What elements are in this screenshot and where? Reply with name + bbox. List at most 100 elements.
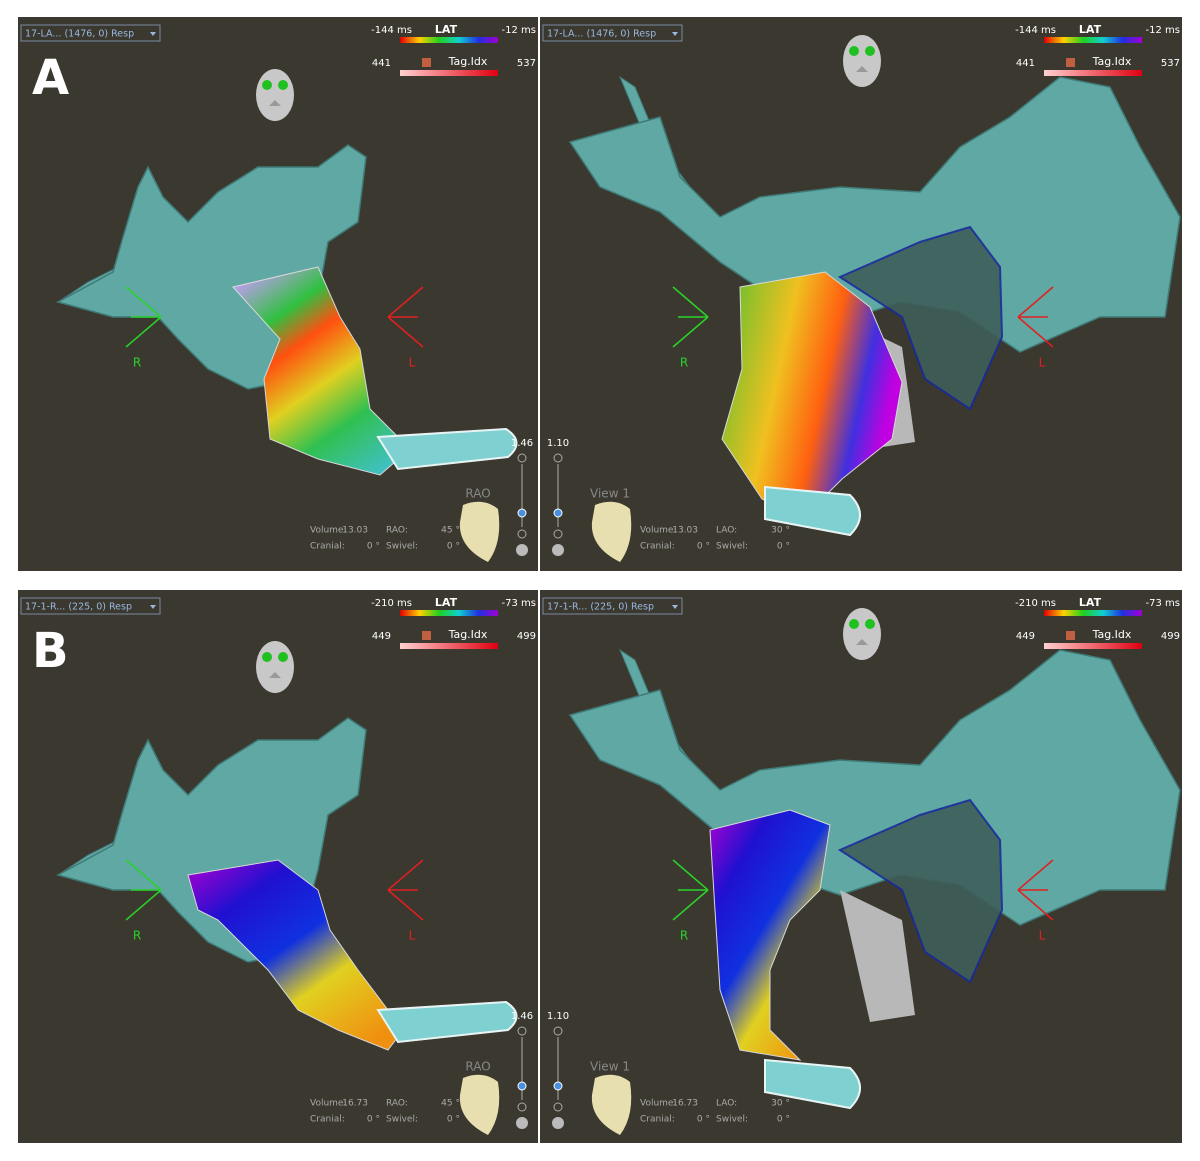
map-dropdown-text[interactable]: 17-LA... (1476, 0) Resp [25, 29, 134, 40]
cranial-value: 0 ° [367, 542, 380, 552]
lat-title: LAT [435, 23, 458, 36]
zoom-handle[interactable] [517, 508, 527, 518]
angle-label: RAO: [386, 1099, 408, 1109]
tag-max: 537 [517, 58, 536, 69]
tag-max: 499 [1161, 631, 1180, 642]
tag-min: 449 [1016, 631, 1035, 642]
view-label: View 1 [590, 1060, 630, 1074]
orientation-face [256, 69, 294, 121]
map-dropdown-text[interactable]: 17-LA... (1476, 0) Resp [547, 29, 656, 40]
view-menu[interactable] [516, 544, 528, 556]
angle-value: 45 ° [441, 1099, 460, 1109]
face-nose [269, 100, 281, 106]
dropdown-caret[interactable] [150, 605, 156, 609]
activation-map [187, 859, 404, 1051]
lat-min: -210 ms [371, 598, 412, 609]
zoom-in[interactable] [553, 1026, 563, 1036]
dropdown-caret[interactable] [672, 32, 678, 36]
volume-label: Volume: [310, 526, 347, 536]
zoom-value: 1.10 [547, 1011, 569, 1022]
angle-value: 45 ° [441, 526, 460, 536]
lat-title: LAT [435, 596, 458, 609]
heart-icon [591, 501, 632, 562]
catheter-tube [764, 1058, 861, 1110]
right-arrow [672, 889, 709, 921]
face-eye [262, 80, 272, 90]
zoom-out[interactable] [517, 1102, 527, 1112]
view-menu[interactable] [552, 1117, 564, 1129]
gray-region [840, 890, 915, 1022]
tag-title: Tag.Idx [448, 628, 488, 641]
tag-min: 449 [372, 631, 391, 642]
catheter-tube [376, 1000, 518, 1044]
view-menu[interactable] [516, 1117, 528, 1129]
view-panel: R L 17-LA... (1476, 0) Resp -144 ms LAT -12 m… [540, 17, 1182, 571]
left-label: L [409, 929, 416, 943]
zoom-in[interactable] [553, 453, 563, 463]
face-eye [865, 46, 875, 56]
zoom-handle[interactable] [553, 1081, 563, 1091]
volume-label: Volume: [310, 1099, 347, 1109]
tag-title: Tag.Idx [1092, 628, 1132, 641]
catheter-tube [764, 485, 861, 537]
zoom-out[interactable] [553, 529, 563, 539]
dropdown-caret[interactable] [150, 32, 156, 36]
swivel-label: Swivel: [716, 1115, 748, 1125]
face-eye [849, 619, 859, 629]
zoom-out[interactable] [553, 1102, 563, 1112]
catheter-tube [376, 427, 518, 471]
cranial-label: Cranial: [310, 542, 345, 552]
dropdown-caret[interactable] [672, 605, 678, 609]
view-panel: R L 17-LA... (1476, 0) Resp -144 ms LAT -12 m… [18, 17, 538, 571]
left-label: L [1039, 356, 1046, 370]
angle-value: 30 ° [771, 526, 790, 536]
view-menu[interactable] [552, 544, 564, 556]
swivel-value: 0 ° [777, 542, 790, 552]
zoom-handle[interactable] [553, 508, 563, 518]
heart-icon [591, 1074, 632, 1135]
view-label: View 1 [590, 487, 630, 501]
left-arrow [1017, 889, 1054, 921]
lat-min: -210 ms [1015, 598, 1056, 609]
map-dropdown[interactable] [20, 597, 161, 615]
zoom-in[interactable] [517, 1026, 527, 1036]
left-arrow [1017, 859, 1054, 891]
swivel-label: Swivel: [716, 542, 748, 552]
lat-title: LAT [1079, 596, 1102, 609]
face-eye [849, 46, 859, 56]
map-dropdown-text[interactable]: 17-1-R... (225, 0) Resp [547, 602, 654, 613]
cranial-label: Cranial: [310, 1115, 345, 1125]
swivel-label: Swivel: [386, 1115, 418, 1125]
tag-title: Tag.Idx [1092, 55, 1132, 68]
heart-icon [459, 501, 500, 562]
zoom-out[interactable] [517, 529, 527, 539]
volume-value: 16.73 [342, 1099, 368, 1109]
volume-value: 16.73 [672, 1099, 698, 1109]
tag-colorbar [400, 70, 498, 76]
swivel-value: 0 ° [447, 1115, 460, 1125]
lat-min: -144 ms [371, 25, 412, 36]
dark-region [837, 798, 1004, 984]
tag-colorbar [400, 643, 498, 649]
right-arrow [125, 859, 162, 891]
angle-label: LAO: [716, 1099, 737, 1109]
map-dropdown[interactable] [20, 24, 161, 42]
volume-label: Volume: [640, 526, 677, 536]
face-eye [262, 652, 272, 662]
view-panel: R L 17-1-R... (225, 0) Resp -210 ms LAT -73 m… [540, 590, 1182, 1143]
zoom-handle[interactable] [517, 1081, 527, 1091]
zoom-value: 1.10 [547, 438, 569, 449]
tag-title: Tag.Idx [448, 55, 488, 68]
volume-value: 13.03 [672, 526, 698, 536]
face-eye [278, 652, 288, 662]
zoom-in[interactable] [517, 453, 527, 463]
angle-value: 30 ° [771, 1099, 790, 1109]
right-label: R [680, 356, 688, 370]
map-dropdown-text[interactable]: 17-1-R... (225, 0) Resp [25, 602, 132, 613]
map-dropdown[interactable] [542, 24, 683, 42]
right-arrow [125, 889, 162, 921]
right-arrow [125, 286, 162, 318]
cranial-value: 0 ° [367, 1115, 380, 1125]
map-dropdown[interactable] [542, 597, 683, 615]
face-eye [278, 80, 288, 90]
